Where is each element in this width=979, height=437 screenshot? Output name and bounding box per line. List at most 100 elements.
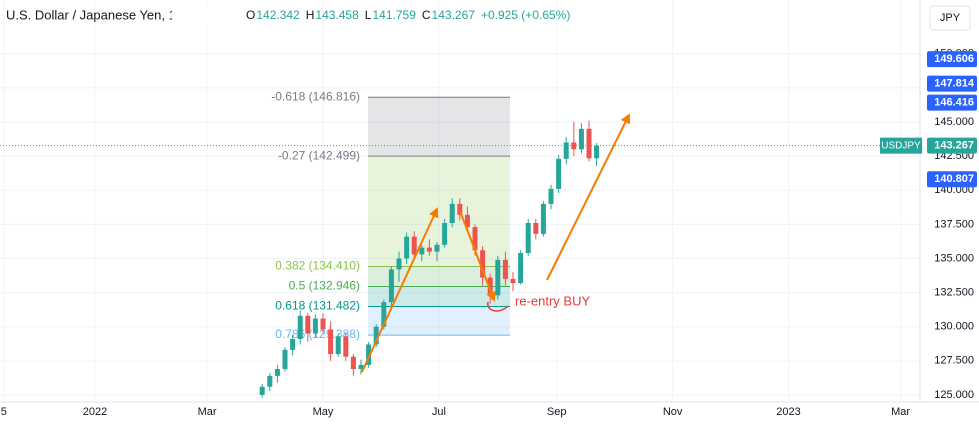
candle-body [290, 338, 296, 350]
x-tick-label: Mar [198, 406, 217, 418]
candle-body [267, 375, 273, 387]
grid [0, 0, 920, 400]
candle-body [320, 318, 326, 330]
y-tick-label: 125.000 [934, 389, 974, 401]
x-tick-label: Jul [432, 406, 446, 418]
candle-body [358, 364, 364, 370]
candle-body [457, 203, 463, 215]
price-label-box [927, 75, 977, 92]
fib-label: 0.5 (132.946) [289, 279, 360, 293]
arrow [459, 210, 496, 302]
y-tick-label: 132.500 [934, 287, 974, 299]
arrow [546, 113, 630, 281]
candle-body [328, 329, 334, 355]
circle-mark [487, 301, 509, 312]
header: U.S. Dollar / Japanese Yen, 1D, O 142.342… [6, 6, 570, 26]
y-tick-label: 135.000 [934, 252, 974, 264]
ohlc-key: L [365, 8, 372, 22]
candle-body [297, 315, 303, 339]
candle-body [472, 227, 478, 251]
annotation: re-entry BUY [515, 293, 590, 308]
candle-body [548, 188, 554, 204]
candle-body [305, 315, 311, 334]
mask [172, 6, 244, 26]
candle-body [434, 244, 440, 252]
candle-body [373, 326, 379, 345]
ohlc-key: H [306, 8, 315, 22]
price-label: 140.807 [934, 173, 974, 185]
candle-body [464, 214, 470, 228]
candle-body [343, 336, 349, 357]
ohlc-value: 142.342 [256, 8, 300, 22]
candle-body [518, 253, 524, 284]
ohlc-value: 143.267 [432, 8, 476, 22]
candle-body [563, 142, 569, 159]
candle-body [502, 259, 508, 279]
candle-body [282, 349, 288, 370]
symbol-label: USDJPY [881, 140, 921, 151]
candle-body [487, 277, 493, 296]
candle-body [411, 236, 417, 255]
x-tick-label: 5 [1, 406, 7, 418]
price-label: 143.267 [934, 140, 974, 152]
ohlc-value: 143.458 [315, 8, 359, 22]
candle-body [366, 344, 372, 365]
ohlc-key: C [422, 8, 431, 22]
candle-body [388, 269, 394, 303]
currency-button[interactable] [929, 5, 971, 31]
candle-body [259, 386, 265, 395]
candle-body [381, 302, 387, 327]
fib-label: -0.618 (146.816) [271, 89, 360, 103]
candle-body [586, 128, 592, 159]
candle-body [442, 222, 448, 245]
x-tick-label: Sep [547, 406, 567, 418]
candle-body [510, 278, 516, 284]
price-label-box [927, 171, 977, 188]
ohlc-value: 141.759 [372, 8, 416, 22]
x-tick-label: May [313, 406, 334, 418]
candle-body [533, 222, 539, 234]
candle-body [540, 203, 546, 234]
candle-body [419, 247, 425, 255]
candle-body [350, 356, 356, 370]
candle-body [556, 158, 562, 189]
ohlc-key: O [246, 8, 255, 22]
candle-body [404, 236, 410, 259]
y-tick-label: 130.000 [934, 321, 974, 333]
fib-band [368, 286, 510, 307]
candles [259, 120, 600, 398]
fib-retracement: -0.618 (146.816) -0.27 (142.499) 0.382 (13… [271, 89, 510, 341]
x-tick-label: 2023 [776, 406, 800, 418]
drawings: re-entry BUY [361, 113, 630, 373]
candle-body [449, 203, 455, 223]
change: +0.925 (+0.65%) [481, 8, 570, 22]
price-label-box [927, 51, 977, 68]
candle-body [525, 222, 531, 254]
x-tick-label: Mar [891, 406, 910, 418]
y-tick-label: 137.500 [934, 218, 974, 230]
candle-body [426, 247, 432, 252]
price-label: 146.416 [934, 97, 974, 109]
price-label: 147.814 [934, 78, 975, 90]
candle-body [396, 258, 402, 270]
price-label-box [927, 94, 977, 111]
fib-label: 0.382 (134.410) [275, 259, 360, 273]
x-tick-label: Nov [663, 406, 683, 418]
axes: 125.000 127.500 130.000 132.500 135.000 137.5… [0, 48, 977, 418]
candle-body [578, 128, 584, 150]
fib-label: 0.618 (131.482) [275, 299, 360, 313]
candle-body [480, 250, 486, 278]
fib-label: -0.27 (142.499) [278, 148, 360, 162]
arrow [361, 207, 439, 373]
price-label: 149.606 [934, 53, 974, 65]
y-tick-label: 145.000 [934, 116, 974, 128]
fib-band [368, 306, 510, 336]
currency[interactable]: JPY [940, 12, 961, 24]
candle-body [274, 369, 280, 376]
price-label-box [927, 137, 977, 154]
x-tick-label: 2022 [83, 406, 107, 418]
candle-body [312, 318, 318, 334]
